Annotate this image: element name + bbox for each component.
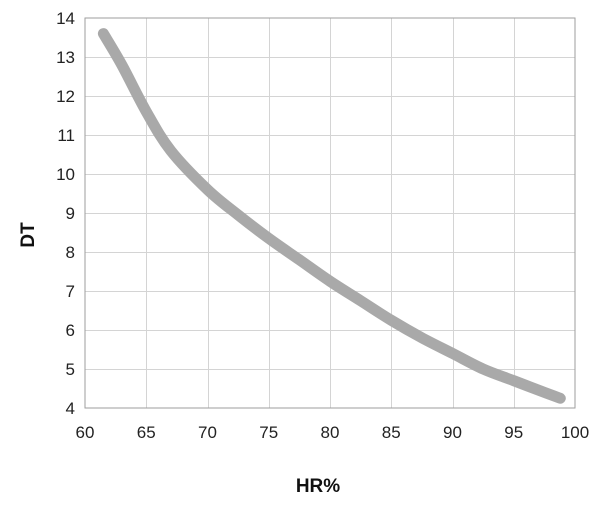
y-tick-label: 10 [56, 165, 75, 184]
y-tick-labels: 4 5 6 7 8 9 10 11 12 13 14 [56, 9, 75, 418]
x-tick-label: 90 [443, 423, 462, 442]
x-tick-label: 95 [504, 423, 523, 442]
y-tick-label: 7 [66, 282, 75, 301]
y-tick-label: 11 [57, 126, 75, 145]
x-tick-label: 65 [137, 423, 156, 442]
series-line [97, 28, 566, 404]
x-tick-label: 80 [321, 423, 340, 442]
x-tick-label: 100 [561, 423, 589, 442]
plot-frame [84, 17, 576, 409]
y-tick-label: 9 [66, 204, 75, 223]
y-tick-label: 4 [66, 399, 75, 418]
grid [85, 18, 575, 408]
x-tick-labels: 60 65 70 75 80 85 90 95 100 [76, 423, 590, 442]
y-axis-title: DT [18, 222, 39, 248]
y-tick-label: 5 [66, 360, 75, 379]
series-layer [97, 28, 566, 404]
x-axis-title: HR% [296, 476, 340, 497]
y-tick-label: 8 [66, 243, 75, 262]
y-tick-label: 12 [56, 87, 75, 106]
x-tick-label: 70 [198, 423, 217, 442]
x-tick-label: 75 [259, 423, 278, 442]
y-tick-label: 14 [56, 9, 75, 28]
x-tick-label: 85 [382, 423, 401, 442]
y-tick-label: 13 [56, 48, 75, 67]
x-tick-label: 60 [76, 423, 95, 442]
y-tick-label: 6 [66, 321, 75, 340]
